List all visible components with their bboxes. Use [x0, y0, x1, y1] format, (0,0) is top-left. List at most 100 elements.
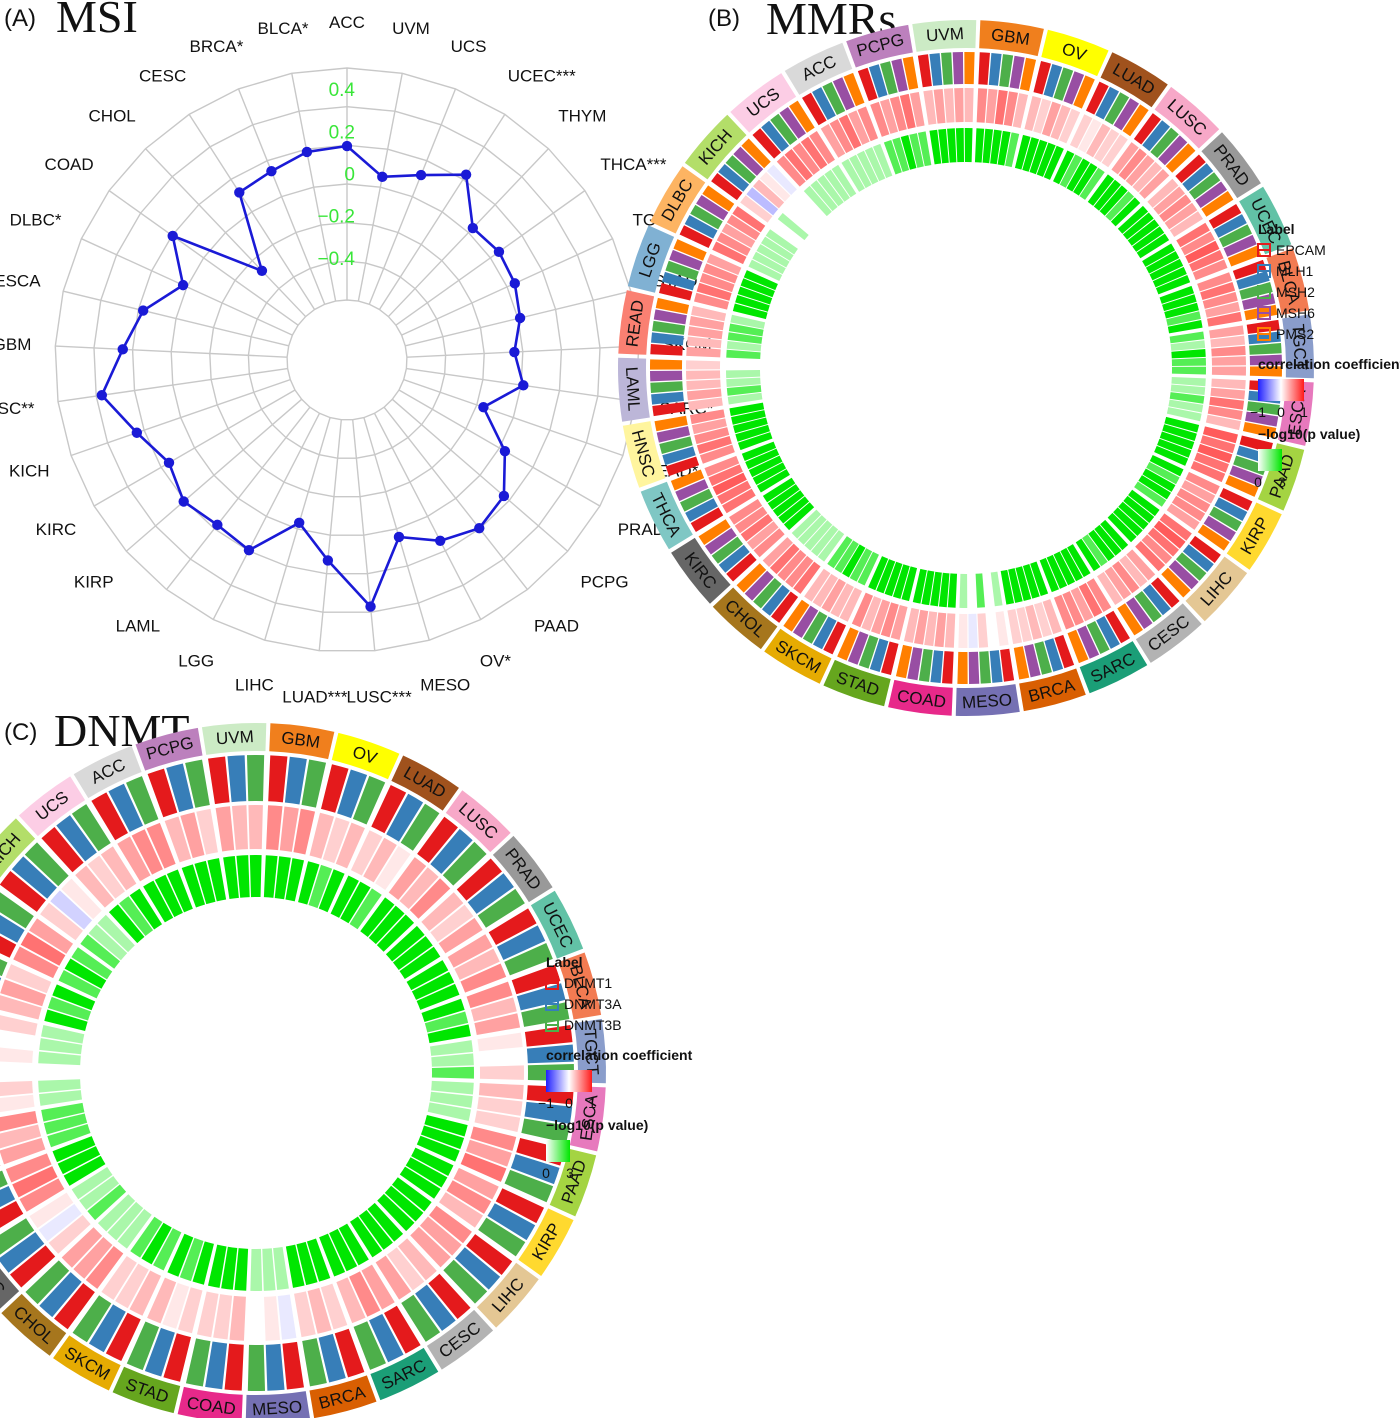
cor-cell-epcam [820, 124, 846, 158]
gene-cell-msh6 [1024, 643, 1041, 678]
sector-label-block [1041, 29, 1109, 77]
pvalue-cell-mlh1 [726, 385, 762, 396]
sector-chol: CHOL [1, 1194, 152, 1356]
legend-p-gradient [546, 1140, 570, 1162]
pvalue-cell-mlh1 [735, 294, 770, 312]
legend-cor-tick: 1 [1300, 404, 1308, 420]
pvalue-cell-pms2 [1171, 366, 1207, 375]
sector-coad: COAD [888, 568, 958, 716]
radar-tick-label: 0.2 [329, 122, 355, 143]
radar-spoke [352, 419, 376, 651]
gene-cell-mlh1 [761, 120, 790, 152]
gene-cell-dnmt3a [524, 1101, 573, 1124]
cor-cell-msh2 [792, 142, 820, 175]
pvalue-cell-msh2 [1053, 551, 1076, 586]
pvalue-cell-msh6 [997, 130, 1011, 166]
pvalue-cell-pms2 [912, 568, 927, 604]
pvalue-cell-epcam [1014, 134, 1031, 170]
gene-cell-dnmt3a [496, 925, 546, 960]
gene-cell-dnmt3b [25, 1260, 70, 1305]
cor-cell-dnmt3a [479, 1048, 524, 1065]
sector-label-block [558, 952, 602, 1020]
gene-cell-pms2 [789, 100, 815, 133]
cor-cell-mlh1 [933, 88, 946, 124]
legend-cor-tick: −1 [1250, 404, 1266, 420]
cor-cell-dnmt3a [279, 806, 299, 852]
pvalue-cell-dnmt1 [406, 960, 449, 991]
gene-cell-msh2 [941, 52, 953, 85]
sector-lihc: LIHC [1107, 489, 1248, 622]
cor-cell-msh6 [1207, 405, 1243, 420]
sector-label-block [1185, 556, 1248, 622]
pvalue-cell-dnmt3a [262, 1248, 276, 1291]
sector-name-uvm: UVM [926, 24, 965, 45]
gene-cell-pms2 [1161, 567, 1191, 598]
cor-cell-dnmt3b [146, 822, 176, 869]
gene-cell-dnmt3b [521, 1118, 570, 1144]
cor-cell-dnmt3a [419, 1216, 462, 1256]
sector-kirc: KIRC [671, 477, 815, 604]
pvalue-cell-epcam [803, 185, 832, 217]
sector-label-block [53, 1335, 121, 1391]
radar-tick-label: 0 [344, 164, 355, 185]
radar-spoke [401, 238, 613, 336]
cor-cell-mlh1 [1200, 435, 1236, 454]
cor-cell-pms2 [1166, 503, 1200, 530]
cor-cell-dnmt3b [5, 1153, 52, 1183]
cor-cell-pms2 [804, 568, 831, 602]
cor-cell-msh6 [848, 110, 870, 145]
cor-cell-mlh1 [1200, 281, 1236, 301]
pvalue-cell-epcam [737, 432, 773, 451]
pvalue-cell-msh6 [876, 559, 896, 594]
pvalue-cell-dnmt1 [117, 1208, 152, 1249]
radar-point-lihc [293, 517, 305, 528]
cor-cell-dnmt1 [40, 902, 83, 941]
radar-point-acc [341, 140, 353, 152]
cor-cell-dnmt3a [363, 837, 397, 883]
sector-kirp: KIRP [1134, 455, 1282, 570]
gene-cell-epcam [665, 456, 700, 477]
panel-a-letter: (A) [4, 5, 36, 32]
cor-cell-epcam [944, 613, 956, 648]
cor-cell-msh2 [1202, 291, 1238, 309]
pvalue-cell-dnmt3a [88, 924, 128, 961]
gene-cell-dnmt1 [428, 1273, 471, 1319]
cor-cell-msh6 [691, 418, 727, 435]
pvalue-cell-epcam [1030, 561, 1049, 597]
gene-cell-mlh1 [812, 616, 837, 650]
sector-coad: COAD [177, 1244, 249, 1418]
cor-cell-epcam [1086, 578, 1112, 612]
gene-cell-pms2 [964, 51, 975, 85]
cor-cell-dnmt3a [0, 1124, 42, 1149]
gene-cell-epcam [1033, 61, 1051, 95]
sector-lgg: LGG [627, 225, 778, 320]
radar-point-stad [514, 312, 526, 324]
cor-cell-mlh1 [1153, 186, 1186, 215]
cor-cell-epcam [1209, 325, 1244, 339]
gene-cell-msh6 [1158, 135, 1188, 166]
pvalue-cell-msh2 [1142, 468, 1176, 492]
sector-label-block [0, 818, 36, 878]
cor-cell-dnmt1 [429, 1205, 472, 1244]
sector-label-block [671, 537, 731, 604]
gene-cell-msh6 [1223, 234, 1257, 257]
pvalue-cell-epcam [1117, 205, 1149, 234]
cor-cell-pms2 [958, 613, 968, 649]
pvalue-cell-mlh1 [1170, 384, 1206, 396]
gene-cell-dnmt1 [320, 764, 349, 813]
gene-cell-dnmt3a [337, 769, 368, 819]
gene-cell-mlh1 [718, 163, 750, 192]
gene-cell-dnmt1 [511, 964, 561, 995]
cor-cell-dnmt1 [477, 1032, 523, 1052]
sector-ucec: UCEC [406, 890, 584, 1010]
pvalue-cell-epcam [756, 469, 790, 493]
cor-cell-msh6 [812, 573, 839, 608]
cor-cell-mlh1 [1033, 602, 1053, 638]
pvalue-cell-epcam [1164, 416, 1200, 433]
pvalue-cell-epcam [1053, 150, 1075, 185]
radar-label-ov: OV* [480, 651, 512, 670]
pvalue-cell-epcam [1128, 489, 1160, 517]
gene-cell-msh2 [880, 61, 898, 95]
cor-cell-mlh1 [879, 98, 899, 134]
